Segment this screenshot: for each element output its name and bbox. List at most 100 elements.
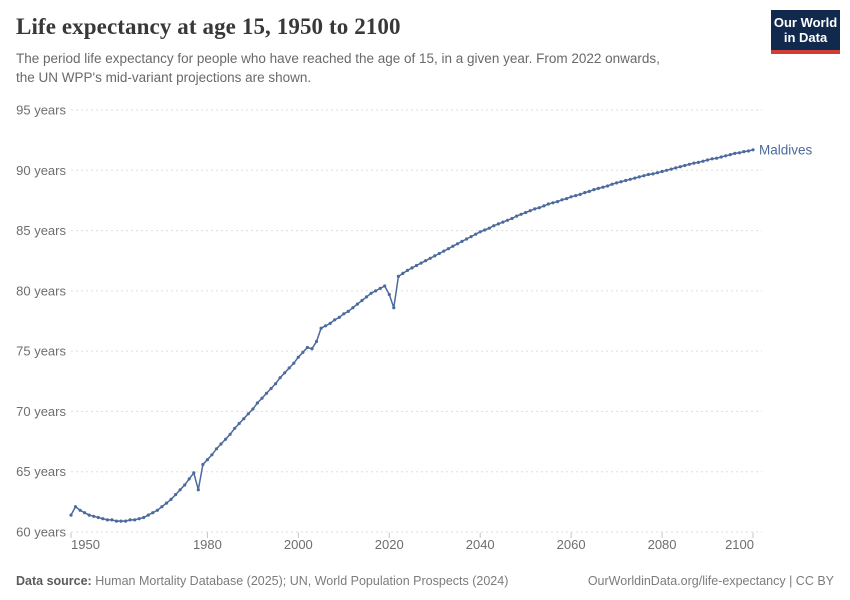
data-point[interactable]: [264, 391, 269, 395]
data-point[interactable]: [324, 324, 328, 328]
series-entity-label[interactable]: Maldives: [759, 142, 813, 157]
data-point[interactable]: [364, 295, 369, 299]
data-point[interactable]: [633, 176, 637, 180]
data-point[interactable]: [246, 412, 250, 416]
data-point[interactable]: [201, 462, 205, 467]
data-point[interactable]: [73, 505, 78, 509]
data-point[interactable]: [733, 151, 737, 155]
data-point[interactable]: [669, 167, 673, 171]
data-point[interactable]: [160, 505, 164, 509]
data-point[interactable]: [442, 249, 446, 253]
data-point[interactable]: [369, 291, 373, 295]
data-point[interactable]: [164, 501, 169, 505]
owid-logo[interactable]: Our World in Data: [771, 10, 840, 54]
data-point[interactable]: [701, 159, 705, 163]
data-point[interactable]: [565, 197, 569, 201]
data-point[interactable]: [510, 216, 514, 221]
data-point[interactable]: [678, 165, 682, 169]
data-point[interactable]: [728, 153, 732, 157]
data-point[interactable]: [519, 212, 523, 216]
owid-link[interactable]: OurWorldinData.org/life-expectancy | CC …: [587, 574, 834, 588]
data-point[interactable]: [569, 195, 573, 199]
data-point[interactable]: [501, 220, 505, 224]
data-point[interactable]: [687, 162, 691, 166]
data-point[interactable]: [437, 251, 441, 256]
data-point[interactable]: [346, 309, 350, 313]
data-point[interactable]: [101, 517, 105, 521]
data-point[interactable]: [310, 347, 314, 351]
data-point[interactable]: [515, 214, 519, 218]
data-point[interactable]: [69, 513, 73, 517]
data-point[interactable]: [419, 261, 423, 265]
data-point[interactable]: [724, 154, 728, 158]
data-point[interactable]: [137, 517, 141, 521]
data-point[interactable]: [260, 396, 264, 400]
data-point[interactable]: [574, 194, 578, 198]
data-point[interactable]: [660, 169, 664, 174]
data-point[interactable]: [305, 345, 309, 350]
data-point[interactable]: [228, 432, 232, 436]
data-point[interactable]: [396, 274, 400, 278]
data-point[interactable]: [505, 218, 510, 222]
data-point[interactable]: [269, 386, 273, 391]
data-point[interactable]: [192, 471, 196, 475]
data-point[interactable]: [401, 271, 405, 275]
data-point[interactable]: [674, 166, 678, 170]
data-point[interactable]: [487, 226, 491, 230]
data-point[interactable]: [187, 477, 191, 481]
data-point[interactable]: [301, 350, 305, 354]
data-point[interactable]: [233, 426, 237, 430]
data-point[interactable]: [237, 421, 241, 426]
data-point[interactable]: [205, 458, 209, 462]
data-point[interactable]: [292, 361, 296, 365]
data-point[interactable]: [433, 254, 437, 258]
data-point[interactable]: [428, 256, 432, 260]
data-point[interactable]: [214, 447, 219, 451]
data-point[interactable]: [405, 268, 410, 272]
data-point[interactable]: [746, 149, 751, 153]
data-point[interactable]: [619, 180, 623, 184]
data-point[interactable]: [742, 150, 746, 154]
data-point[interactable]: [578, 192, 582, 196]
data-point[interactable]: [78, 508, 82, 512]
data-point[interactable]: [474, 232, 478, 236]
data-point[interactable]: [355, 302, 359, 306]
data-point[interactable]: [151, 511, 155, 515]
data-point[interactable]: [696, 160, 701, 164]
data-point[interactable]: [124, 519, 128, 523]
data-point[interactable]: [183, 483, 187, 487]
data-point[interactable]: [615, 181, 619, 185]
data-point[interactable]: [692, 161, 696, 165]
data-point[interactable]: [460, 239, 464, 243]
data-point[interactable]: [387, 292, 391, 297]
data-point[interactable]: [360, 298, 364, 303]
data-point[interactable]: [492, 224, 496, 228]
data-point[interactable]: [628, 177, 632, 181]
data-point[interactable]: [483, 228, 487, 232]
data-point[interactable]: [424, 259, 428, 263]
data-point[interactable]: [374, 289, 378, 293]
data-point[interactable]: [719, 155, 723, 159]
data-point[interactable]: [128, 518, 132, 522]
data-point[interactable]: [174, 493, 178, 497]
data-point[interactable]: [587, 189, 591, 193]
data-point[interactable]: [119, 519, 123, 523]
series-line-maldives[interactable]: [70, 149, 754, 522]
data-point[interactable]: [178, 488, 182, 492]
data-point[interactable]: [92, 514, 96, 518]
data-point[interactable]: [146, 513, 150, 517]
data-point[interactable]: [551, 201, 555, 205]
data-point[interactable]: [592, 188, 596, 192]
data-point[interactable]: [110, 518, 114, 522]
data-point[interactable]: [87, 513, 91, 517]
data-point[interactable]: [410, 266, 414, 270]
data-point[interactable]: [496, 222, 500, 226]
data-point[interactable]: [710, 157, 714, 161]
data-point[interactable]: [96, 515, 100, 520]
data-point[interactable]: [155, 508, 159, 512]
data-point[interactable]: [651, 172, 655, 176]
data-point[interactable]: [646, 172, 651, 177]
data-point[interactable]: [446, 247, 450, 251]
data-point[interactable]: [114, 519, 119, 523]
